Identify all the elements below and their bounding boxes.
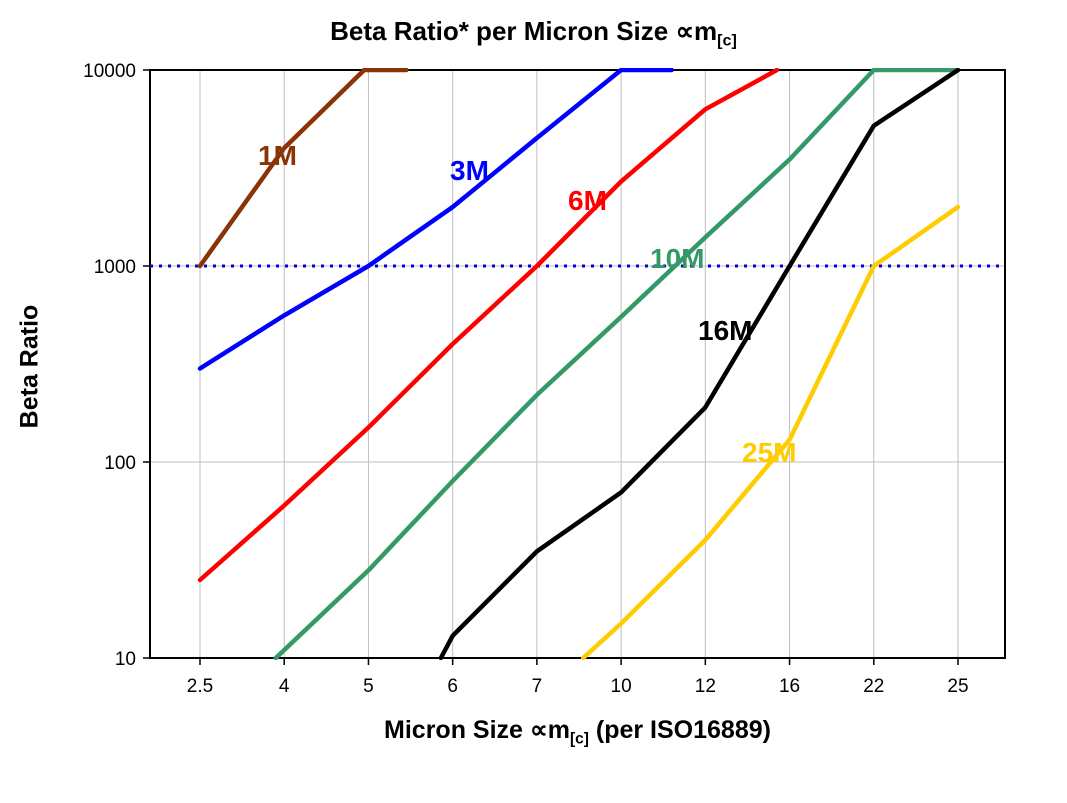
plot-area	[150, 70, 1005, 658]
x-tick-label-4: 4	[279, 676, 290, 697]
x-axis-label: Micron Size ∝m[c] (per ISO16889)	[150, 715, 1005, 748]
x-axis-label-subscript: [c]	[569, 730, 589, 748]
series-label-10M: 10M	[650, 243, 704, 274]
y-tick-label-1000: 1000	[94, 257, 136, 278]
x-tick-label-16: 16	[779, 676, 800, 697]
series-line-3M	[197, 68, 674, 371]
x-tick-label-2.5: 2.5	[187, 676, 213, 697]
series-label-3M: 3M	[450, 155, 489, 186]
chart-title: Beta Ratio* per Micron Size ∝m[c]	[0, 16, 1067, 51]
x-axis-label-post: (per ISO16889)	[588, 716, 771, 744]
plot-frame	[149, 69, 1006, 659]
x-axis-label-pre: Micron Size ∝m	[384, 716, 570, 744]
y-axis-label: Beta Ratio	[15, 304, 44, 429]
x-tick-label-6: 6	[447, 676, 458, 697]
series-line-1M	[197, 68, 409, 269]
x-tick-label-5: 5	[363, 676, 374, 697]
y-tick-label-100: 100	[104, 453, 136, 474]
chart-title-subscript: [c]	[717, 31, 737, 50]
x-tick-label-12: 12	[695, 676, 716, 697]
x-tick-label-22: 22	[863, 676, 884, 697]
series-label-6M: 6M	[568, 185, 607, 216]
series-line-6M	[197, 68, 780, 583]
x-tick-label-7: 7	[532, 676, 543, 697]
y-tick-label-10000: 10000	[83, 61, 136, 82]
y-tick-label-10: 10	[115, 649, 136, 670]
series-line-16M	[438, 68, 961, 660]
x-tick-label-25: 25	[947, 676, 968, 697]
series-label-1M: 1M	[258, 140, 297, 171]
x-tick-label-10: 10	[611, 676, 632, 697]
series-label-16M: 16M	[698, 315, 752, 346]
series-line-10M	[273, 68, 961, 660]
series-line-25M	[580, 204, 961, 660]
series-label-25M: 25M	[742, 437, 796, 468]
chart-title-text: Beta Ratio* per Micron Size ∝m	[330, 16, 718, 46]
